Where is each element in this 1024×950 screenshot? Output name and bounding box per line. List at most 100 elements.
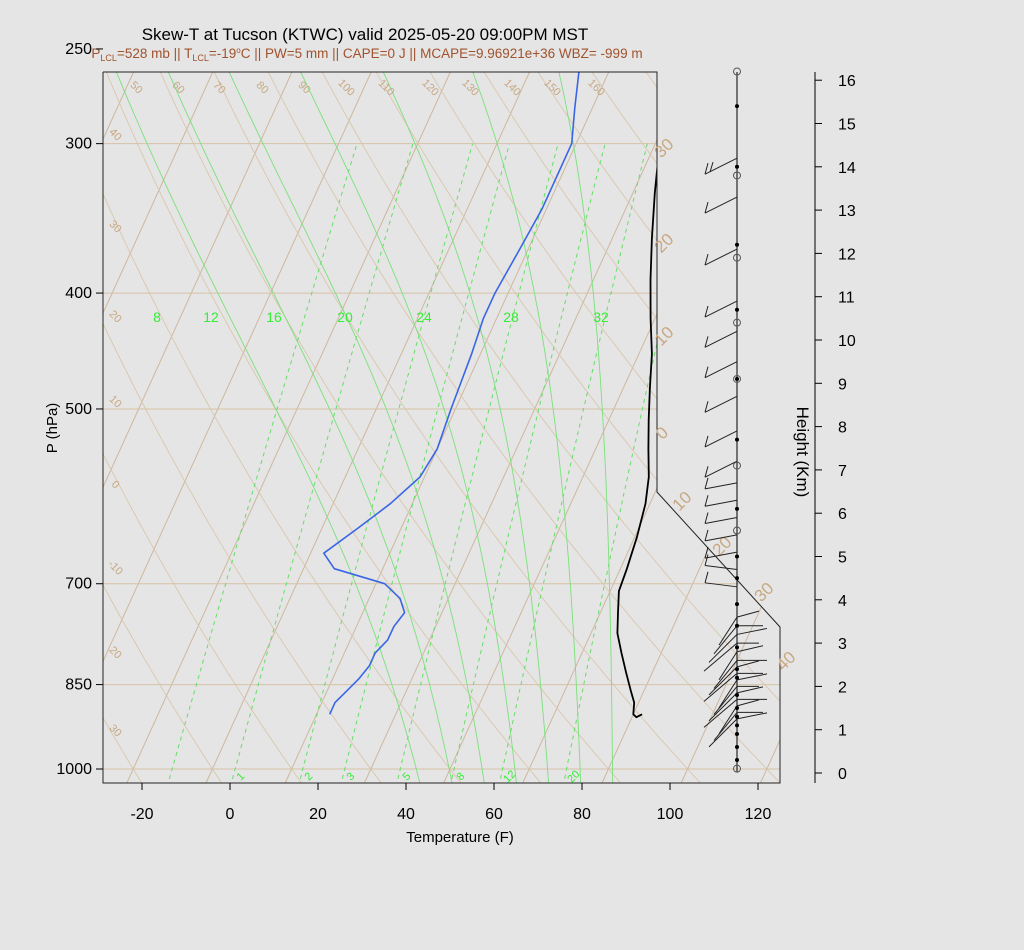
height-tick-label: 8 — [838, 420, 847, 437]
x-tick-label: 20 — [309, 806, 327, 823]
wind-barb-flag — [704, 336, 709, 348]
wind-barb — [703, 699, 738, 728]
wind-level-dot — [735, 745, 739, 750]
wind-barb-flag — [704, 466, 709, 478]
wind-barb — [713, 625, 738, 655]
height-tick-label: 13 — [838, 203, 856, 220]
height-tick-label: 11 — [838, 290, 855, 307]
dry-adiabat-line — [103, 72, 391, 783]
moist-adiabat-line — [168, 72, 487, 783]
wind-barb — [736, 686, 764, 694]
sounding-profiles — [322, 72, 780, 719]
height-axis-label: Height (Km) — [793, 407, 812, 498]
wind-barb-flag — [709, 161, 714, 173]
dry-adiabat-line — [103, 72, 310, 783]
height-tick-label: 14 — [838, 160, 856, 177]
moist-adiabat-label: 24 — [416, 309, 432, 325]
wind-level-dot — [735, 675, 739, 680]
dry-adiabat-line — [103, 72, 230, 783]
wind-barb — [718, 651, 738, 681]
y-axis-label: P (hPa) — [44, 403, 61, 454]
wind-barb-flag — [704, 529, 709, 541]
height-tick-label: 6 — [838, 506, 847, 523]
wind-barb — [736, 699, 760, 707]
wind-barb-flag — [704, 554, 709, 566]
wind-barb — [708, 666, 738, 696]
calm-wind-circle — [733, 461, 741, 470]
wind-barb — [713, 686, 738, 715]
wind-level-dot — [735, 714, 739, 719]
temperature-line — [616, 72, 780, 719]
dry-adiabat-line — [116, 72, 780, 783]
mixing-ratio-line — [164, 143, 358, 783]
x-tick-label: 80 — [573, 806, 591, 823]
moist-adiabat-line — [414, 72, 582, 783]
height-tick-label: 3 — [838, 636, 847, 653]
wind-barb — [704, 534, 738, 542]
wind-barb-flag — [704, 401, 709, 413]
isotherm-line — [680, 72, 780, 783]
x-tick-label: 0 — [226, 806, 235, 823]
wind-barb-flag — [704, 253, 709, 266]
moist-adiabat-line — [318, 72, 550, 783]
mixing-ratio-line — [496, 143, 648, 783]
isotherm-line — [103, 72, 293, 783]
wind-barb — [708, 634, 738, 663]
height-tick-label: 10 — [838, 333, 856, 350]
wind-barb — [718, 705, 738, 735]
p-tick-label: 400 — [65, 285, 92, 302]
dry-adiabat-line — [103, 72, 712, 783]
wind-barb — [704, 300, 738, 318]
p-tick-label: 700 — [65, 576, 92, 593]
moist-adiabat-line — [103, 72, 424, 783]
moist-adiabat-label: 28 — [503, 309, 519, 325]
wind-barb-flag — [704, 201, 709, 214]
moist-adiabat-label: 16 — [266, 309, 282, 325]
moist-adiabat-label: 12 — [203, 309, 219, 325]
p-tick-label: 500 — [65, 401, 92, 418]
wind-barb — [704, 248, 738, 266]
wind-level-dot — [735, 376, 739, 381]
dewpoint-line — [322, 72, 780, 715]
x-tick-label: 60 — [485, 806, 503, 823]
height-tick-label: 16 — [838, 73, 856, 90]
plot-frame — [102, 71, 781, 784]
wind-barb-flag — [704, 366, 709, 378]
axes: 1001502002503004005007008501000-20020406… — [56, 41, 856, 823]
wind-barb — [718, 679, 738, 709]
calm-wind-circle — [733, 171, 741, 180]
wind-barb — [708, 692, 738, 722]
wind-level-dot — [735, 554, 739, 559]
calm-wind-circle — [733, 318, 741, 327]
wind-barb-flag — [704, 435, 709, 448]
chart-title: Skew-T at Tucson (KTWC) valid 2025-05-20… — [142, 25, 589, 44]
mixing-ratio-line — [337, 143, 510, 783]
wind-level-dot — [735, 576, 739, 581]
wind-level-dot — [735, 307, 739, 312]
wind-barb — [704, 330, 738, 348]
wind-level-dot — [735, 506, 739, 511]
dry-adiabat-line — [103, 72, 471, 783]
mixing-ratio-line — [393, 143, 559, 783]
height-tick-label: 2 — [838, 679, 847, 696]
isotherm-line — [103, 72, 372, 783]
wind-barb — [704, 582, 738, 588]
wind-level-dot — [735, 645, 739, 650]
moist-adiabat-label: 8 — [153, 309, 161, 325]
wind-barb-flag — [704, 571, 709, 583]
p-tick-label: 250 — [65, 41, 92, 58]
wind-barb — [736, 660, 760, 668]
wind-barb — [704, 551, 738, 559]
wind-level-dot — [735, 758, 739, 763]
wind-barb-flag — [704, 495, 709, 507]
wind-barb — [704, 395, 738, 413]
dry-adiabat-line — [103, 72, 780, 783]
mixing-ratio-line — [295, 143, 474, 783]
x-tick-label: 120 — [745, 806, 772, 823]
wind-barb-flag — [704, 163, 709, 175]
mixing-ratio-line — [447, 143, 606, 783]
p-tick-label: 850 — [65, 677, 92, 694]
moist-adiabat-line — [236, 72, 519, 783]
height-tick-label: 0 — [838, 766, 847, 783]
